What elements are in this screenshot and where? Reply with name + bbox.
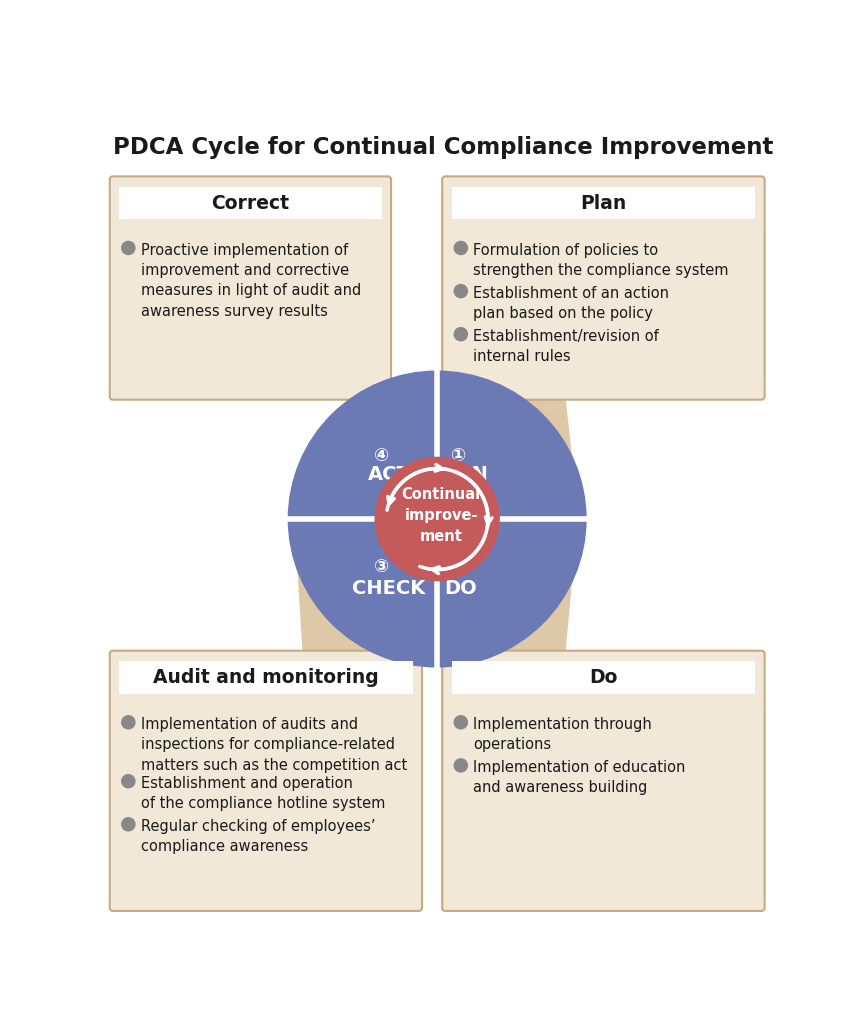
- FancyBboxPatch shape: [451, 187, 754, 220]
- Circle shape: [453, 716, 467, 729]
- Text: PDCA Cycle for Continual Compliance Improvement: PDCA Cycle for Continual Compliance Impr…: [112, 137, 772, 159]
- Text: Establishment of an action
plan based on the policy: Establishment of an action plan based on…: [473, 286, 669, 321]
- Circle shape: [453, 328, 467, 341]
- Circle shape: [453, 241, 467, 255]
- Circle shape: [288, 371, 585, 667]
- Text: PLAN: PLAN: [429, 465, 487, 484]
- Text: Correct: Correct: [211, 194, 289, 213]
- Text: Continual
improve-
ment: Continual improve- ment: [401, 487, 480, 543]
- Polygon shape: [297, 570, 418, 654]
- Polygon shape: [445, 396, 572, 457]
- FancyBboxPatch shape: [119, 661, 412, 694]
- Text: Plan: Plan: [579, 194, 625, 213]
- FancyBboxPatch shape: [119, 187, 382, 220]
- Text: Proactive implementation of
improvement and corrective
measures in light of audi: Proactive implementation of improvement …: [141, 242, 360, 318]
- Circle shape: [122, 716, 135, 729]
- Text: ②: ②: [451, 558, 466, 576]
- Circle shape: [453, 284, 467, 298]
- Text: Formulation of policies to
strengthen the compliance system: Formulation of policies to strengthen th…: [473, 242, 728, 278]
- Text: Implementation of audits and
inspections for compliance-related
matters such as : Implementation of audits and inspections…: [141, 717, 406, 772]
- FancyBboxPatch shape: [451, 661, 754, 694]
- Text: ③: ③: [373, 558, 389, 576]
- FancyBboxPatch shape: [441, 177, 763, 400]
- Text: ④: ④: [373, 447, 389, 465]
- Text: ACT: ACT: [367, 465, 410, 484]
- FancyBboxPatch shape: [110, 177, 390, 400]
- Polygon shape: [283, 396, 388, 457]
- Text: CHECK: CHECK: [352, 579, 425, 598]
- FancyBboxPatch shape: [441, 651, 763, 911]
- Text: Establishment/revision of
internal rules: Establishment/revision of internal rules: [473, 329, 659, 365]
- Text: Regular checking of employees’
compliance awareness: Regular checking of employees’ complianc…: [141, 819, 375, 854]
- Text: Implementation through
operations: Implementation through operations: [473, 717, 651, 753]
- Circle shape: [122, 241, 135, 255]
- Polygon shape: [445, 581, 572, 654]
- Text: Establishment and operation
of the compliance hotline system: Establishment and operation of the compl…: [141, 775, 384, 811]
- Circle shape: [453, 759, 467, 772]
- Text: DO: DO: [444, 579, 476, 598]
- FancyBboxPatch shape: [110, 651, 422, 911]
- Circle shape: [122, 774, 135, 788]
- Text: Implementation of education
and awareness building: Implementation of education and awarenes…: [473, 760, 685, 796]
- Text: Do: Do: [589, 669, 617, 687]
- Text: Audit and monitoring: Audit and monitoring: [153, 669, 378, 687]
- Circle shape: [122, 817, 135, 831]
- Text: ①: ①: [451, 447, 466, 465]
- Circle shape: [375, 457, 498, 580]
